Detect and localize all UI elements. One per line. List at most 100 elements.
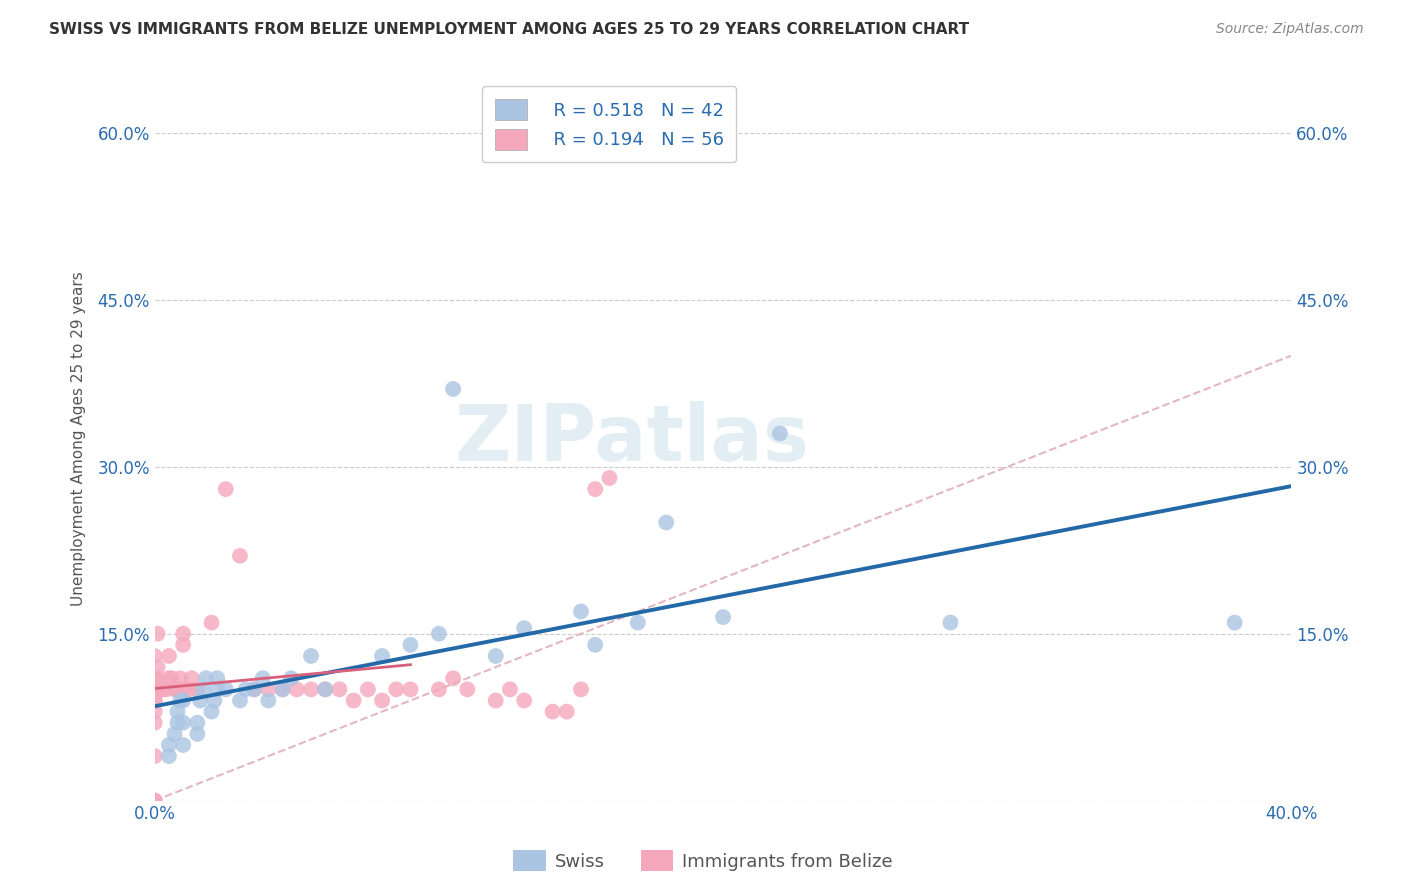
- Point: [155, 682, 177, 697]
- Point: [399, 682, 422, 697]
- Point: [169, 671, 191, 685]
- Point: [555, 705, 578, 719]
- Point: [235, 682, 257, 697]
- Point: [299, 682, 322, 697]
- Point: [215, 482, 238, 496]
- Point: [399, 638, 422, 652]
- Point: [172, 626, 194, 640]
- Point: [143, 671, 166, 685]
- Legend:   R = 0.518   N = 42,   R = 0.194   N = 56: R = 0.518 N = 42, R = 0.194 N = 56: [482, 87, 737, 162]
- Point: [215, 682, 238, 697]
- Point: [191, 682, 214, 697]
- Point: [163, 727, 186, 741]
- Point: [427, 626, 450, 640]
- Point: [143, 794, 166, 808]
- Point: [143, 648, 166, 663]
- Point: [166, 715, 188, 730]
- Point: [172, 715, 194, 730]
- Point: [157, 749, 180, 764]
- Point: [146, 682, 169, 697]
- Point: [385, 682, 408, 697]
- Point: [711, 610, 734, 624]
- Point: [207, 671, 229, 685]
- Point: [243, 682, 266, 697]
- Legend: Swiss, Immigrants from Belize: Swiss, Immigrants from Belize: [506, 843, 900, 879]
- Point: [160, 671, 183, 685]
- Point: [152, 682, 174, 697]
- Point: [146, 682, 169, 697]
- Point: [371, 693, 394, 707]
- Point: [1223, 615, 1246, 630]
- Point: [655, 516, 678, 530]
- Point: [194, 671, 217, 685]
- Point: [143, 794, 166, 808]
- Point: [200, 615, 222, 630]
- Point: [186, 727, 208, 741]
- Point: [157, 648, 180, 663]
- Text: Source: ZipAtlas.com: Source: ZipAtlas.com: [1216, 22, 1364, 37]
- Point: [371, 648, 394, 663]
- Point: [485, 693, 508, 707]
- Point: [172, 638, 194, 652]
- Point: [177, 682, 200, 697]
- Point: [499, 682, 522, 697]
- Point: [939, 615, 962, 630]
- Point: [202, 693, 225, 707]
- Point: [583, 638, 606, 652]
- Point: [157, 738, 180, 752]
- Point: [271, 682, 294, 697]
- Point: [314, 682, 336, 697]
- Point: [229, 693, 252, 707]
- Point: [257, 682, 280, 697]
- Y-axis label: Unemployment Among Ages 25 to 29 years: Unemployment Among Ages 25 to 29 years: [72, 272, 86, 607]
- Point: [172, 693, 194, 707]
- Point: [166, 682, 188, 697]
- Point: [166, 705, 188, 719]
- Text: SWISS VS IMMIGRANTS FROM BELIZE UNEMPLOYMENT AMONG AGES 25 TO 29 YEARS CORRELATI: SWISS VS IMMIGRANTS FROM BELIZE UNEMPLOY…: [49, 22, 969, 37]
- Point: [163, 682, 186, 697]
- Point: [143, 715, 166, 730]
- Point: [427, 682, 450, 697]
- Point: [513, 693, 536, 707]
- Point: [200, 705, 222, 719]
- Point: [769, 426, 792, 441]
- Point: [357, 682, 380, 697]
- Point: [186, 715, 208, 730]
- Point: [172, 682, 194, 697]
- Point: [299, 648, 322, 663]
- Point: [146, 626, 169, 640]
- Point: [143, 749, 166, 764]
- Point: [441, 671, 464, 685]
- Point: [143, 693, 166, 707]
- Point: [172, 738, 194, 752]
- Point: [180, 671, 202, 685]
- Text: ZIPatlas: ZIPatlas: [454, 401, 810, 477]
- Point: [207, 682, 229, 697]
- Point: [441, 382, 464, 396]
- Point: [188, 693, 211, 707]
- Point: [143, 693, 166, 707]
- Point: [485, 648, 508, 663]
- Point: [146, 660, 169, 674]
- Point: [271, 682, 294, 697]
- Point: [143, 682, 166, 697]
- Point: [569, 682, 592, 697]
- Point: [280, 671, 302, 685]
- Point: [513, 621, 536, 635]
- Point: [143, 705, 166, 719]
- Point: [252, 671, 274, 685]
- Point: [343, 693, 366, 707]
- Point: [569, 605, 592, 619]
- Point: [257, 693, 280, 707]
- Point: [627, 615, 650, 630]
- Point: [229, 549, 252, 563]
- Point: [243, 682, 266, 697]
- Point: [285, 682, 308, 697]
- Point: [328, 682, 350, 697]
- Point: [583, 482, 606, 496]
- Point: [598, 471, 620, 485]
- Point: [541, 705, 564, 719]
- Point: [157, 671, 180, 685]
- Point: [314, 682, 336, 697]
- Point: [169, 693, 191, 707]
